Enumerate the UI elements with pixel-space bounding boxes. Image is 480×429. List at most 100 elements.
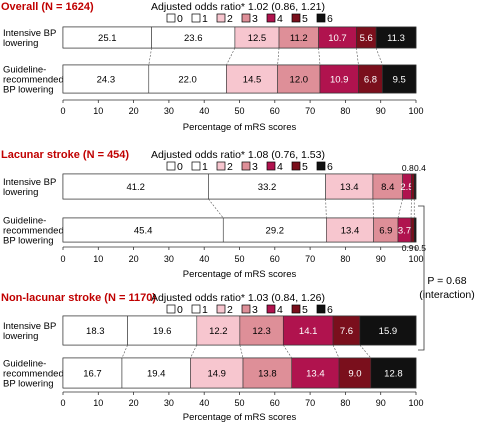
x-tick-label: 60 <box>270 106 280 116</box>
legend-swatch <box>267 14 275 22</box>
segment-value-label: 25.1 <box>98 33 117 44</box>
legend-swatch <box>242 14 250 22</box>
x-tick-label: 10 <box>93 254 103 264</box>
legend-swatch <box>192 305 200 313</box>
legend-swatch <box>292 162 300 170</box>
x-tick-label: 40 <box>199 398 209 408</box>
x-tick-label: 20 <box>129 398 139 408</box>
connector-line <box>326 199 327 218</box>
segment-value-label: 15.9 <box>379 326 398 337</box>
segment-value-label: 18.3 <box>86 326 105 337</box>
x-tick-label: 90 <box>376 106 386 116</box>
x-tick-label: 90 <box>376 398 386 408</box>
x-tick-label: 0 <box>60 254 65 264</box>
legend-swatch <box>217 14 225 22</box>
legend-label: 4 <box>277 13 283 25</box>
connector-line <box>283 345 291 358</box>
segment-value-label: 11.3 <box>387 33 405 44</box>
panel-title: Non-lacunar stroke (N = 1170) <box>1 292 156 304</box>
odds-ratio-label: Adjusted odds ratio* 1.08 (0.76, 1.53) <box>151 149 325 161</box>
connector-line <box>240 345 243 358</box>
segment-value-label: 13.4 <box>341 226 360 237</box>
legend-label: 5 <box>302 304 308 316</box>
legend-swatch <box>267 305 275 313</box>
segment-value-label: 12.5 <box>248 33 267 44</box>
x-axis-label: Percentage of mRS scores <box>183 269 297 280</box>
x-axis-label: Percentage of mRS scores <box>183 412 297 423</box>
row-label: lowering <box>3 331 38 342</box>
connector-line <box>122 345 128 358</box>
legend-swatch <box>317 162 325 170</box>
legend-label: 5 <box>302 161 308 173</box>
segment-value-label: 33.2 <box>258 182 277 193</box>
x-tick-label: 50 <box>234 398 244 408</box>
legend-swatch <box>267 162 275 170</box>
legend-label: 1 <box>202 13 208 25</box>
connector-line <box>398 199 403 218</box>
segment-value-label: 13.4 <box>306 369 325 380</box>
segment-value-label: 22.0 <box>178 75 197 86</box>
legend-label: 6 <box>327 304 333 316</box>
legend-label: 3 <box>252 13 258 25</box>
segment-value-label: 9.5 <box>393 75 406 86</box>
legend-swatch <box>192 162 200 170</box>
segment-value-label: 5.6 <box>360 33 373 44</box>
row-label: lowering <box>3 38 38 49</box>
legend-swatch <box>192 14 200 22</box>
connector-line <box>149 48 152 65</box>
segment-value-label: 7.6 <box>340 326 353 337</box>
x-tick-label: 10 <box>93 398 103 408</box>
row-label: lowering <box>3 187 38 198</box>
segment-value-label: 3.7 <box>398 226 411 237</box>
x-tick-label: 0 <box>60 398 65 408</box>
bar-segment <box>411 174 414 199</box>
legend-swatch <box>167 305 175 313</box>
legend-label: 6 <box>327 161 333 173</box>
x-axis-label: Percentage of mRS scores <box>183 122 297 133</box>
segment-value-label: 8.4 <box>381 182 394 193</box>
x-tick-label: 50 <box>234 106 244 116</box>
x-tick-label: 100 <box>408 398 423 408</box>
legend-swatch <box>242 162 250 170</box>
x-tick-label: 70 <box>305 106 315 116</box>
x-tick-label: 50 <box>234 254 244 264</box>
bar-segment <box>414 174 415 199</box>
bar-segment <box>411 218 414 242</box>
segment-value-label: 16.7 <box>83 369 102 380</box>
segment-value-label: 13.4 <box>340 182 359 193</box>
legend-label: 4 <box>277 304 283 316</box>
x-tick-label: 40 <box>199 254 209 264</box>
segment-value-label: 11.2 <box>290 33 308 44</box>
connector-line <box>373 199 374 218</box>
x-tick-label: 20 <box>129 254 139 264</box>
x-tick-label: 40 <box>199 106 209 116</box>
legend-label: 0 <box>177 161 183 173</box>
x-tick-label: 100 <box>408 106 423 116</box>
x-tick-label: 80 <box>340 254 350 264</box>
legend-label: 3 <box>252 161 258 173</box>
segment-value-label: 12.8 <box>384 369 403 380</box>
segment-value-label: 45.4 <box>134 226 153 237</box>
bar-segment <box>414 218 416 242</box>
legend-label: 1 <box>202 161 208 173</box>
panel-title: Lacunar stroke (N = 454) <box>1 149 129 161</box>
connector-line <box>278 48 279 65</box>
segment-value-label: 19.4 <box>147 369 166 380</box>
legend-label: 0 <box>177 304 183 316</box>
connector-line <box>356 48 358 65</box>
x-tick-label: 80 <box>340 106 350 116</box>
segment-value-label: 24.3 <box>97 75 116 86</box>
segment-value-label: 29.2 <box>266 226 285 237</box>
segment-value-label: 19.6 <box>153 326 172 337</box>
segment-value-label: 23.6 <box>184 33 203 44</box>
segment-value-label: 14.1 <box>299 326 318 337</box>
legend-swatch <box>167 14 175 22</box>
legend-swatch <box>317 305 325 313</box>
odds-ratio-label: Adjusted odds ratio* 1.03 (0.84, 1.26) <box>151 292 325 304</box>
legend-label: 2 <box>227 304 233 316</box>
segment-value-label: 6.9 <box>379 226 392 237</box>
x-tick-label: 70 <box>305 254 315 264</box>
segment-outside-label: 0.8 <box>402 163 414 173</box>
connector-line <box>376 48 382 65</box>
